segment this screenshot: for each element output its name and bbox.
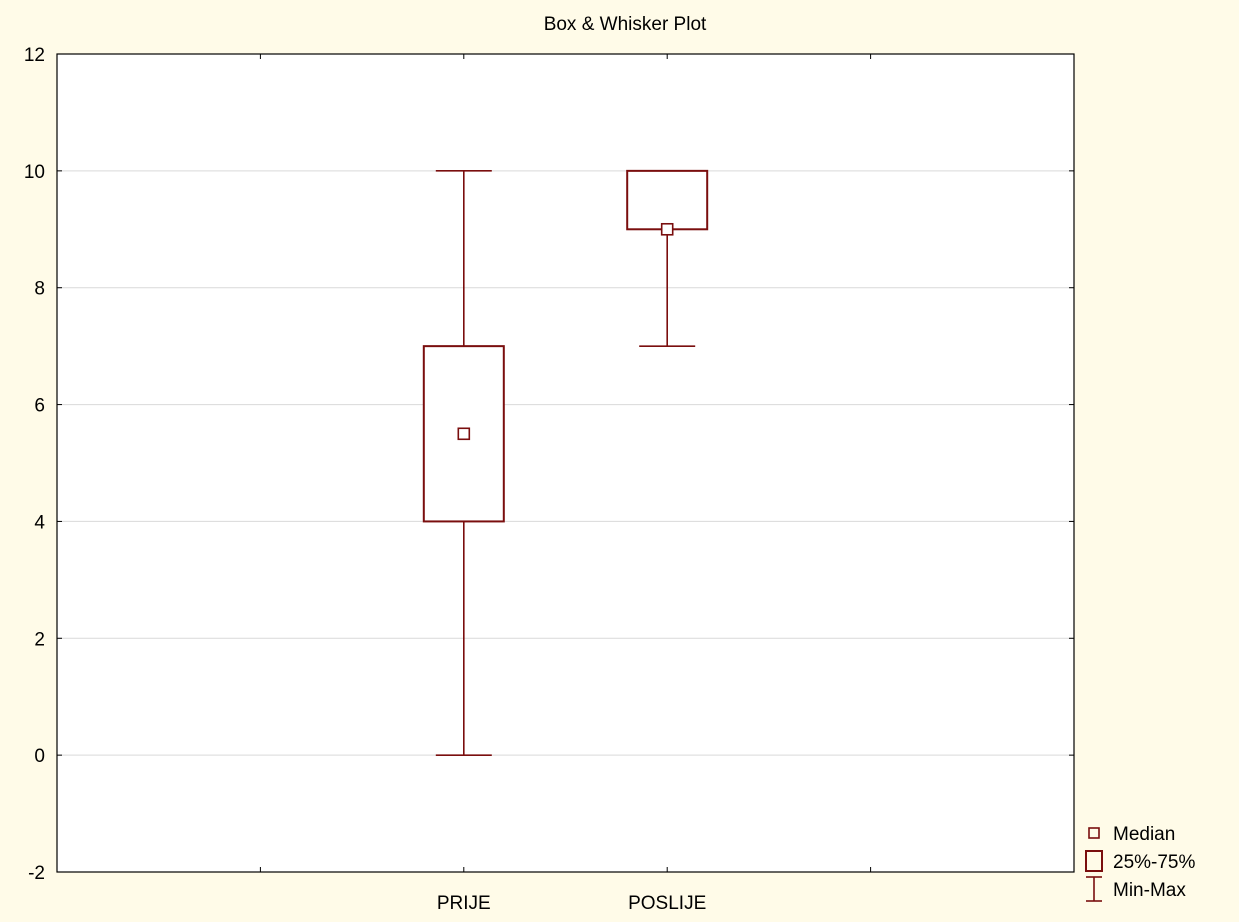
legend-entry: Min-Max <box>1086 876 1186 902</box>
x-tick-label: PRIJE <box>437 893 491 914</box>
legend-label: Median <box>1113 824 1175 845</box>
y-tick-label: 4 <box>34 512 45 533</box>
y-tick-label: 10 <box>24 162 45 183</box>
plot-frame <box>56 53 1075 873</box>
y-tick-label: 0 <box>34 746 45 767</box>
median-marker <box>457 427 471 441</box>
legend-label: 25%-75% <box>1113 852 1195 873</box>
grid-lines <box>57 170 1074 756</box>
legend-entry: Median <box>1088 824 1175 845</box>
y-tick-label: -2 <box>28 863 45 884</box>
y-tick-label: 12 <box>24 45 45 66</box>
x-tick-label: POSLIJE <box>628 893 706 914</box>
legend-label: Min-Max <box>1113 880 1186 901</box>
boxes <box>422 169 709 756</box>
box-group <box>626 169 709 347</box>
median-marker <box>660 222 674 236</box>
y-axis: -2 0 2 4 6 8 10 12 <box>24 45 1074 884</box>
legend-median-symbol <box>1088 827 1100 839</box>
chart-title: Box & Whisker Plot <box>544 14 707 35</box>
legend-box-symbol <box>1085 850 1103 872</box>
legend: Median 25%-75% Min-Max <box>1085 824 1195 902</box>
iqr-box <box>626 169 709 231</box>
plot-area <box>57 54 1074 872</box>
legend-entry: 25%-75% <box>1085 850 1195 873</box>
y-tick-label: 8 <box>34 279 45 300</box>
box-group <box>422 170 505 756</box>
x-axis: PRIJE POSLIJE <box>259 54 872 914</box>
y-tick-label: 2 <box>34 629 45 650</box>
y-tick-label: 6 <box>34 396 45 417</box>
